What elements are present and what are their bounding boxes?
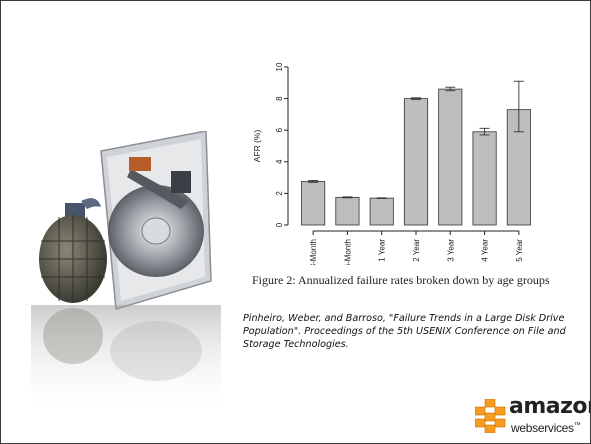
bar <box>403 98 429 226</box>
citation-text: Pinheiro, Weber, and Barroso, "Failure T… <box>243 313 566 350</box>
logo-subtitle: webservices™ <box>511 421 581 435</box>
aws-cubes-icon <box>475 399 506 433</box>
bar <box>438 88 463 226</box>
grenade-harddrive-photo <box>31 131 221 415</box>
y-tick-label: 4 <box>275 159 284 164</box>
bar <box>472 131 497 226</box>
bar <box>301 181 326 226</box>
x-tick-label: 6-Month <box>343 239 352 265</box>
aws-logo: amazon webservices™ <box>475 395 590 439</box>
x-tick-label: 3-Month <box>309 239 318 265</box>
logo-cube <box>484 399 496 408</box>
logo-cube <box>484 412 496 422</box>
x-tick-label: 3 Year <box>446 239 455 262</box>
x-tick-label: 2 Year <box>412 239 421 262</box>
logo-cube <box>484 424 496 433</box>
x-tick-label: 1 Year <box>378 239 387 262</box>
y-tick-label: 2 <box>275 191 284 196</box>
hard-drive-icon <box>100 131 212 310</box>
x-tick-label: 5 Year <box>515 239 524 262</box>
figure-caption: Figure 2: Annualized failure rates broke… <box>252 273 550 287</box>
afr-bar-chart: 0 2 4 6 8 10 AFR (%) 3-Month 6-Month 1 Year 2 Year… <box>252 62 531 265</box>
y-tick-label: 0 <box>275 222 284 227</box>
logo-cube <box>494 406 506 416</box>
bar <box>335 196 360 226</box>
y-tick-label: 8 <box>275 96 284 101</box>
logo-wordmark: amazon <box>509 394 590 419</box>
bar <box>369 197 394 226</box>
logo-cube <box>475 406 486 416</box>
x-tick-label: 4 Year <box>481 239 490 262</box>
y-tick-label: 6 <box>275 127 284 132</box>
logo-cube <box>494 418 506 428</box>
logo-cube <box>475 418 486 428</box>
y-axis-label: AFR (%) <box>252 130 262 163</box>
grenade-icon <box>39 198 107 303</box>
y-tick-label: 10 <box>275 62 284 71</box>
